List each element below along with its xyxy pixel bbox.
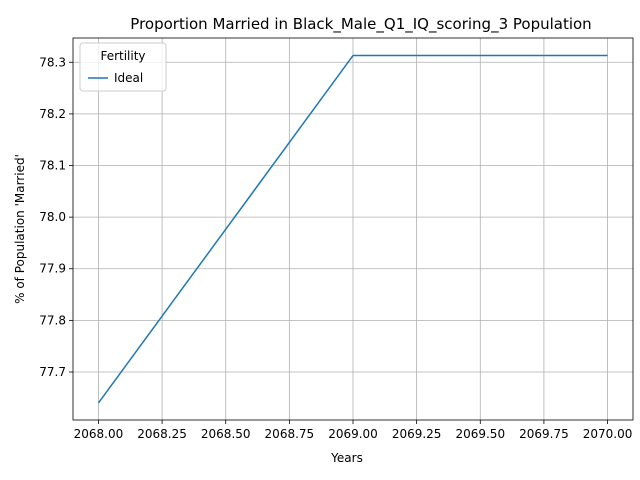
x-tick-label: 2069.50 [455,427,505,441]
y-tick-label: 78.2 [39,107,66,121]
x-tick-label: 2068.75 [265,427,315,441]
legend: Fertility Ideal [80,43,166,91]
y-tick-label: 78.1 [39,159,66,173]
x-tick-label: 2069.00 [328,427,378,441]
chart-title: Proportion Married in Black_Male_Q1_IQ_s… [130,15,591,34]
legend-label-ideal: Ideal [114,71,143,85]
y-axis-label: % of Population 'Married' [13,154,27,304]
x-tick-label: 2068.25 [137,427,187,441]
y-tick-label: 78.0 [39,210,66,224]
legend-title: Fertility [100,49,145,63]
y-tick-label: 77.8 [39,313,66,327]
x-tick-label: 2068.00 [74,427,124,441]
x-tick-label: 2070.00 [583,427,633,441]
y-tick-label: 77.9 [39,262,66,276]
y-tick-label: 77.7 [39,365,66,379]
x-tick-label: 2068.50 [201,427,251,441]
x-axis-label: Years [330,451,363,465]
y-tick-label: 78.3 [39,55,66,69]
x-tick-label: 2069.25 [392,427,442,441]
x-tick-label: 2069.75 [519,427,569,441]
